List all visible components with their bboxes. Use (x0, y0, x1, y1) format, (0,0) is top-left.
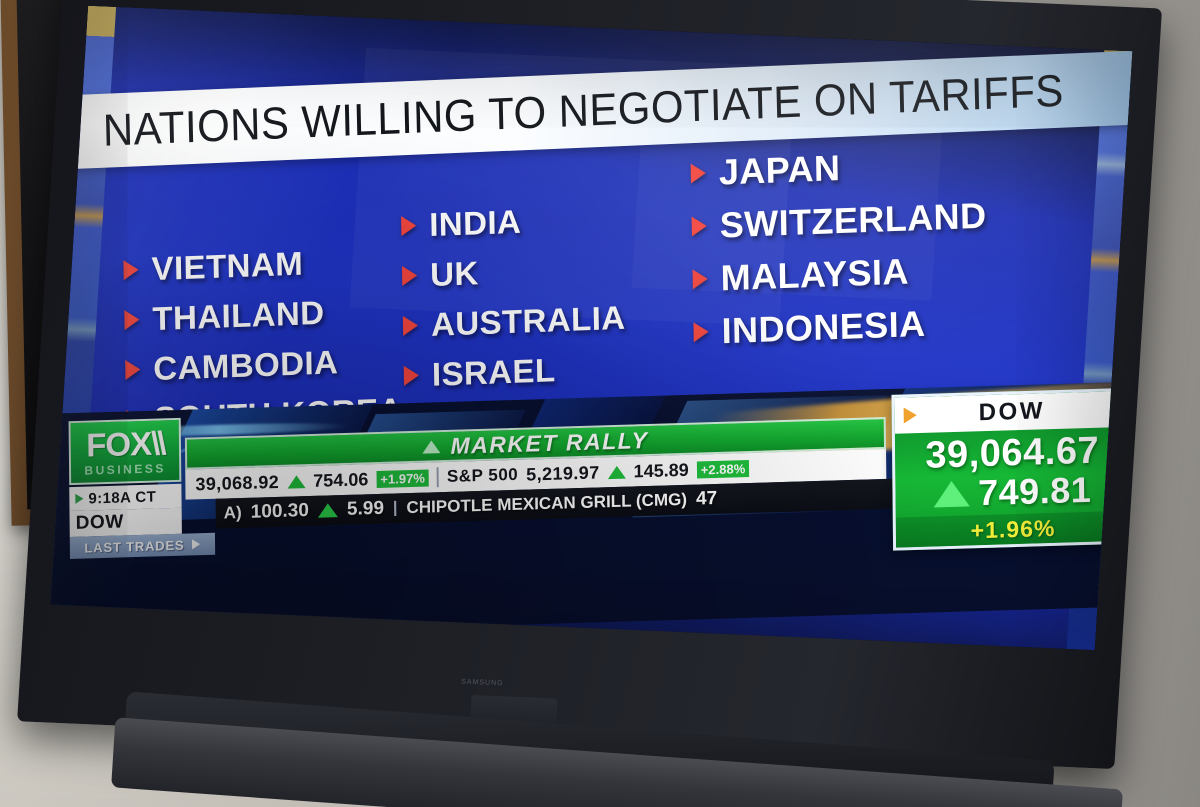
sp500-name: S&P 500 (446, 464, 519, 486)
up-triangle-icon (317, 503, 339, 518)
last-trades-tab: LAST TRADES (69, 532, 216, 559)
trade-change: 5.99 (346, 497, 385, 520)
list-item: AUSTRALIA (402, 293, 632, 351)
dow-focus-change: 749.81 (977, 468, 1092, 514)
broadcast-graphic: NATIONS WILLING TO NEGOTIATE ON TARIFFS … (50, 5, 1133, 651)
play-triangle-icon (903, 407, 917, 424)
divider: | (392, 499, 398, 517)
triangle-bullet-icon (401, 215, 417, 237)
trade-value: 100.30 (250, 499, 310, 523)
nation-label: SWITZERLAND (719, 194, 987, 245)
dow-focus-footer: +1.96% (895, 510, 1131, 548)
dow-focus-label: DOW (978, 397, 1046, 427)
tv-brand-logo: SAMSUNG (460, 678, 504, 688)
trade-value: 47 (695, 487, 718, 510)
nation-label: AUSTRALIA (430, 298, 626, 343)
tv-screen: NATIONS WILLING TO NEGOTIATE ON TARIFFS … (50, 5, 1133, 651)
nation-label: VIETNAM (151, 244, 304, 288)
television: NATIONS WILLING TO NEGOTIATE ON TARIFFS … (15, 0, 1200, 807)
triangle-bullet-icon (690, 162, 707, 184)
up-triangle-icon (607, 465, 626, 479)
dow-inline-change: 754.06 (313, 468, 369, 491)
list-item: ISRAEL (403, 343, 632, 401)
list-item: INDONESIA (693, 295, 989, 359)
network-logo-sub: BUSINESS (84, 461, 166, 478)
up-triangle-icon (422, 439, 441, 454)
nation-label: THAILAND (152, 293, 325, 338)
trade-symbol: CHIPOTLE MEXICAN GRILL (CMG) (406, 489, 688, 518)
time-text: 9:18A CT (88, 488, 157, 508)
dow-focus-body: 39,064.67 749.81 (894, 426, 1131, 518)
dow-focus-box: DOW 39,064.67 749.81 +1.96% (891, 387, 1133, 551)
dow-inline-percent: +1.97% (376, 468, 429, 488)
logo-slash-icon: \\ (150, 424, 164, 462)
dow-focus-header: DOW (894, 390, 1130, 434)
divider (436, 467, 439, 488)
nation-label: ISRAEL (431, 351, 556, 393)
lower-third: FOX\\ BUSINESS 9:18A CT DOW (50, 381, 1133, 640)
sp500-percent: +2.88% (696, 459, 750, 479)
nation-label: INDIA (428, 202, 522, 244)
last-trades-label: LAST TRADES (84, 537, 185, 556)
trade-symbol: A) (223, 502, 242, 523)
network-logo: FOX\\ BUSINESS (68, 417, 182, 486)
index-label: DOW (75, 511, 125, 534)
play-triangle-icon (75, 493, 84, 504)
up-triangle-icon (287, 474, 306, 489)
up-triangle-icon (933, 480, 971, 508)
triangle-bullet-icon (403, 365, 420, 386)
index-label-row: DOW (69, 507, 182, 538)
list-item: INDIA (401, 193, 630, 251)
market-rally-text: MARKET RALLY (450, 426, 649, 459)
nation-label: UK (429, 254, 480, 293)
network-logo-word: FOX\\ (86, 424, 164, 464)
sp500-value: 5,219.97 (526, 461, 600, 485)
nation-label: MALAYSIA (720, 250, 910, 298)
triangle-bullet-icon (402, 315, 419, 336)
broadcast-time: 9:18A CT (69, 483, 182, 512)
triangle-bullet-icon (692, 268, 708, 289)
dow-inline-value: 39,068.92 (195, 471, 280, 494)
triangle-bullet-icon (691, 215, 707, 236)
triangle-bullet-icon (401, 265, 418, 287)
nation-label: INDONESIA (721, 302, 926, 351)
triangle-bullet-icon (125, 359, 141, 381)
triangle-bullet-icon (693, 321, 709, 342)
list-item: UK (401, 243, 631, 301)
dow-focus-change-line: 749.81 (933, 468, 1092, 514)
nation-label: CAMBODIA (153, 343, 339, 387)
tv-bezel: NATIONS WILLING TO NEGOTIATE ON TARIFFS … (17, 0, 1163, 770)
nations-column-3: JAPAN SWITZERLAND MALAYSIA (690, 136, 988, 358)
dow-focus-percent: +1.96% (970, 514, 1056, 543)
nation-label: JAPAN (718, 146, 841, 193)
triangle-bullet-icon (124, 309, 140, 331)
sp500-change: 145.89 (633, 459, 689, 481)
dow-focus-value: 39,064.67 (925, 429, 1100, 477)
triangle-bullet-icon (123, 259, 139, 281)
play-triangle-icon (192, 539, 201, 550)
